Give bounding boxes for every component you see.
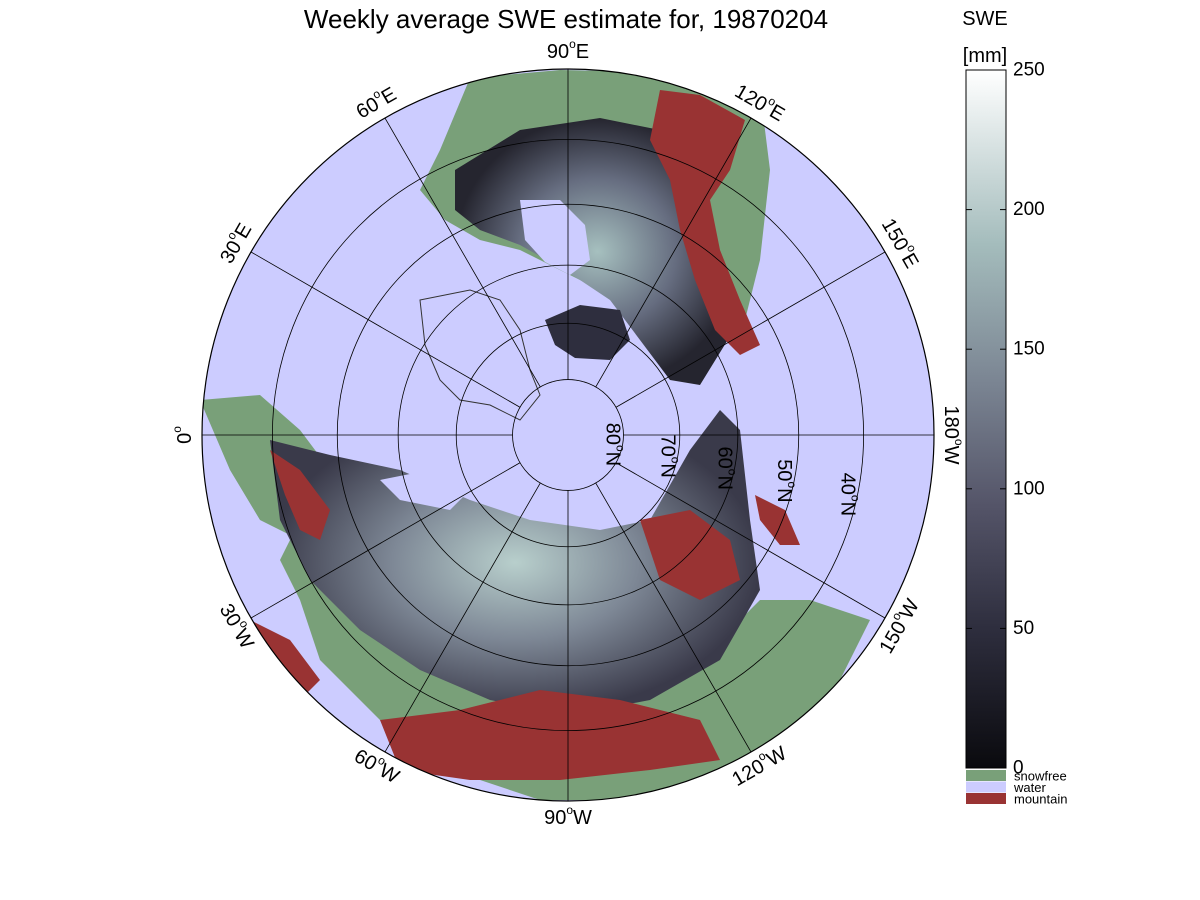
category-swatch-mountain (966, 793, 1006, 804)
greenland (419, 289, 541, 421)
colorbar-tick-label-200: 200 (1013, 199, 1045, 220)
colorbar: SWE [mm] 0 50 100 150 200 250 snowfreewatermo… (962, 8, 1067, 807)
category-swatch-snowfree (966, 770, 1006, 781)
parallel-label-50N: 50oN (773, 459, 799, 502)
parallel-labels: 80oN 70oN 60oN 50oN 40oN (601, 423, 862, 516)
alps-mountain (250, 620, 320, 700)
colorbar-label-unit: [mm] (963, 45, 1007, 67)
colorbar-scale (965, 69, 1007, 769)
parallel-label-60N: 60oN (713, 447, 739, 490)
category-swatch-water (966, 781, 1006, 793)
eurasia-snowfree (202, 395, 870, 800)
meridian-label-90W: 90oW (544, 803, 592, 829)
scandinavia-mountain (270, 450, 330, 540)
colorbar-tick-label-0: 0 (1013, 758, 1024, 779)
map-title: Weekly average SWE estimate for, 1987020… (304, 4, 828, 34)
north-america-snow (455, 118, 740, 385)
meridian-line (595, 482, 752, 753)
colorbar-tick-label-50: 50 (1013, 618, 1034, 639)
meridian-label-0: 0o (170, 426, 196, 444)
arctic-islands (545, 305, 630, 360)
parallel-label-80N: 80oN (601, 423, 627, 466)
parallel-label-70N: 70oN (657, 434, 683, 477)
siberia-mountain (640, 510, 740, 600)
parallel-label-40N: 40oN (836, 473, 862, 516)
kamchatka (755, 495, 800, 545)
category-label-snowfree: snowfree (1014, 769, 1067, 784)
graticule (202, 69, 934, 801)
land-layer (202, 70, 870, 800)
meridian-line (384, 482, 541, 753)
meridian-line (615, 462, 886, 619)
kara-sea (380, 470, 470, 510)
category-label-water: water (1013, 780, 1046, 795)
meridian-line (250, 251, 521, 408)
meridian-line (595, 117, 752, 388)
rockies-mountain (650, 90, 760, 355)
category-label-mountain: mountain (1014, 792, 1067, 807)
map-border (201, 68, 935, 802)
colorbar-label-swe: SWE (962, 8, 1008, 30)
colorbar-tick-label-250: 250 (1013, 60, 1045, 81)
hudson-bay (520, 200, 590, 275)
meridian-line (615, 251, 886, 408)
meridian-line (384, 117, 541, 388)
colorbar-tick-label-100: 100 (1013, 478, 1045, 499)
polar-map: 0o30oW60oW90oW120oW150oW180oW150oE120oE9… (170, 37, 966, 829)
colorbar-tick-label-150: 150 (1013, 339, 1045, 360)
meridian-label-180W: 180oW (940, 406, 966, 465)
meridian-label-90E: 90oE (547, 37, 589, 63)
meridian-line (250, 462, 521, 619)
colorbar-ticks: 0 50 100 150 200 250 (966, 60, 1045, 779)
